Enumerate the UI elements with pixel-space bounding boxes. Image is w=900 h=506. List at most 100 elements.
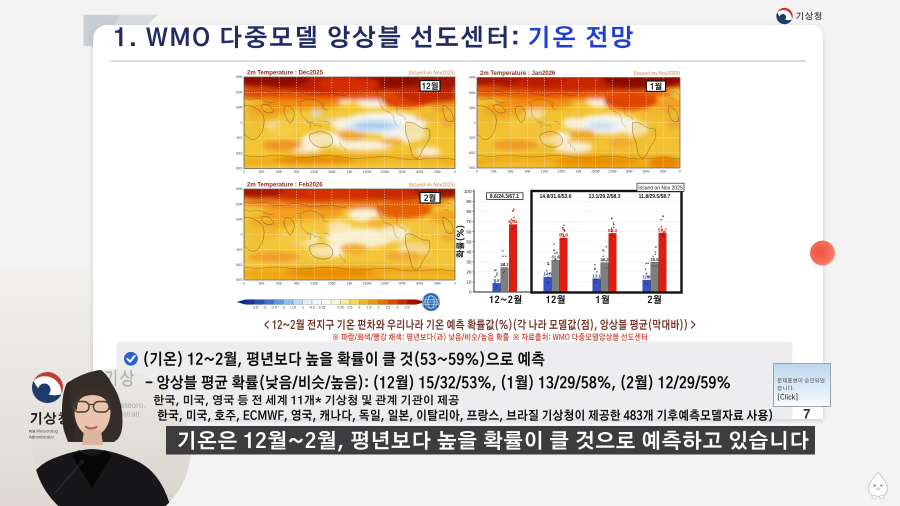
svg-text:13.1/29.2/58.3: 13.1/29.2/58.3 <box>589 194 621 200</box>
svg-text:(Issued on Nov2025): (Issued on Nov2025) <box>409 183 456 189</box>
svg-text:-3: -3 <box>263 306 266 310</box>
svg-text:istrati: istrati <box>122 409 140 418</box>
svg-text:150E: 150E <box>328 170 337 174</box>
svg-text:30W: 30W <box>434 282 442 286</box>
svg-text:58.7: 58.7 <box>658 228 667 233</box>
svg-text:30E: 30E <box>259 170 266 174</box>
svg-text:100: 100 <box>464 189 472 194</box>
svg-text:40: 40 <box>466 249 472 254</box>
svg-text:29.2: 29.2 <box>600 257 609 262</box>
svg-text:90S: 90S <box>469 166 476 170</box>
svg-text:120E: 120E <box>310 282 319 286</box>
svg-text:14.8/31.6/53.6: 14.8/31.6/53.6 <box>540 194 572 200</box>
svg-text:30W: 30W <box>434 170 442 174</box>
svg-text:(Issued on Nov2025): (Issued on Nov2025) <box>634 71 681 77</box>
svg-text:3: 3 <box>397 306 399 310</box>
svg-text:53.6: 53.6 <box>559 233 568 238</box>
svg-text:eteoro.: eteoro. <box>121 401 146 410</box>
svg-text:180: 180 <box>347 282 353 286</box>
svg-text:60E: 60E <box>508 170 515 174</box>
svg-text:150W: 150W <box>363 170 373 174</box>
svg-text:11.8/29.5/58.7: 11.8/29.5/58.7 <box>639 194 671 200</box>
svg-text:60N: 60N <box>236 91 243 95</box>
svg-text:67.1: 67.1 <box>509 219 518 224</box>
svg-text:80: 80 <box>466 209 472 214</box>
svg-text:2: 2 <box>378 306 380 310</box>
svg-text:0.25: 0.25 <box>337 306 344 310</box>
svg-text:30N: 30N <box>236 106 243 110</box>
svg-text:30W: 30W <box>660 170 668 174</box>
svg-text:0: 0 <box>241 233 243 237</box>
svg-text:60S: 60S <box>236 152 243 156</box>
svg-text:60N: 60N <box>469 91 476 95</box>
svg-text:150W: 150W <box>591 170 601 174</box>
svg-text:0: 0 <box>476 170 478 174</box>
svg-text:180: 180 <box>576 170 582 174</box>
svg-text:60W: 60W <box>416 170 424 174</box>
svg-text:30N: 30N <box>469 106 476 110</box>
svg-text:14.8: 14.8 <box>543 272 552 277</box>
svg-text:(Issued on Nov2025): (Issued on Nov2025) <box>409 71 456 77</box>
svg-text:30S: 30S <box>236 248 243 252</box>
svg-text:90S: 90S <box>236 167 243 171</box>
svg-text:0: 0 <box>243 282 245 286</box>
svg-text:rea Meteorolog: rea Meteorolog <box>29 429 59 434</box>
svg-text:11.8: 11.8 <box>643 275 652 280</box>
svg-text:10: 10 <box>466 280 472 285</box>
svg-text:90: 90 <box>466 199 472 204</box>
svg-text:-1.5: -1.5 <box>290 306 296 310</box>
svg-text:0: 0 <box>469 290 472 295</box>
svg-text:Issued on Nov 2025: Issued on Nov 2025 <box>638 185 683 191</box>
svg-text:0.5: 0.5 <box>348 306 353 310</box>
svg-text:24.3: 24.3 <box>500 262 509 267</box>
svg-text:8.6/24.3/67.1: 8.6/24.3/67.1 <box>490 194 519 200</box>
svg-text:-1: -1 <box>301 306 304 310</box>
svg-text:30E: 30E <box>259 282 266 286</box>
svg-text:-2: -2 <box>282 306 285 310</box>
svg-text:30: 30 <box>466 260 472 265</box>
svg-text:0: 0 <box>474 121 476 125</box>
svg-text:0: 0 <box>243 170 245 174</box>
svg-text:90N: 90N <box>236 75 243 79</box>
svg-text:90W: 90W <box>399 282 407 286</box>
svg-text:30S: 30S <box>469 136 476 140</box>
svg-text:-3.5: -3.5 <box>252 306 258 310</box>
svg-text:0: 0 <box>679 170 681 174</box>
svg-text:70: 70 <box>466 219 472 224</box>
svg-text:13.1: 13.1 <box>592 273 601 278</box>
svg-text:60S: 60S <box>236 263 243 267</box>
svg-text:120W: 120W <box>380 282 390 286</box>
svg-text:50: 50 <box>466 239 472 244</box>
svg-text:60W: 60W <box>643 170 651 174</box>
svg-text:-0.25: -0.25 <box>318 306 326 310</box>
svg-text:120W: 120W <box>380 170 390 174</box>
svg-text:0: 0 <box>454 170 456 174</box>
svg-text:60E: 60E <box>276 170 283 174</box>
svg-text:58.3: 58.3 <box>608 228 617 233</box>
svg-text:0: 0 <box>454 282 456 286</box>
svg-text:90E: 90E <box>525 170 532 174</box>
svg-text:150E: 150E <box>558 170 567 174</box>
svg-text:1: 1 <box>359 306 361 310</box>
svg-text:60S: 60S <box>469 151 476 155</box>
svg-text:30S: 30S <box>236 136 243 140</box>
svg-text:180: 180 <box>347 170 353 174</box>
svg-text:8.6: 8.6 <box>494 278 500 283</box>
svg-text:150W: 150W <box>363 282 373 286</box>
svg-text:20: 20 <box>466 270 472 275</box>
svg-text:30N: 30N <box>236 218 243 222</box>
svg-text:60N: 60N <box>236 202 243 206</box>
svg-text:3.5: 3.5 <box>405 306 410 310</box>
svg-text:7: 7 <box>803 407 811 422</box>
svg-text:31.6: 31.6 <box>551 255 560 260</box>
svg-text:150E: 150E <box>328 282 337 286</box>
svg-text:120E: 120E <box>541 170 550 174</box>
svg-text:60W: 60W <box>416 282 424 286</box>
svg-text:Administratio: Administratio <box>29 435 54 440</box>
svg-text:90N: 90N <box>469 76 476 80</box>
svg-text:90W: 90W <box>626 170 634 174</box>
svg-text:120E: 120E <box>310 170 319 174</box>
svg-text:60: 60 <box>466 229 472 234</box>
svg-text:90E: 90E <box>294 282 301 286</box>
svg-text:-0.5: -0.5 <box>309 306 315 310</box>
